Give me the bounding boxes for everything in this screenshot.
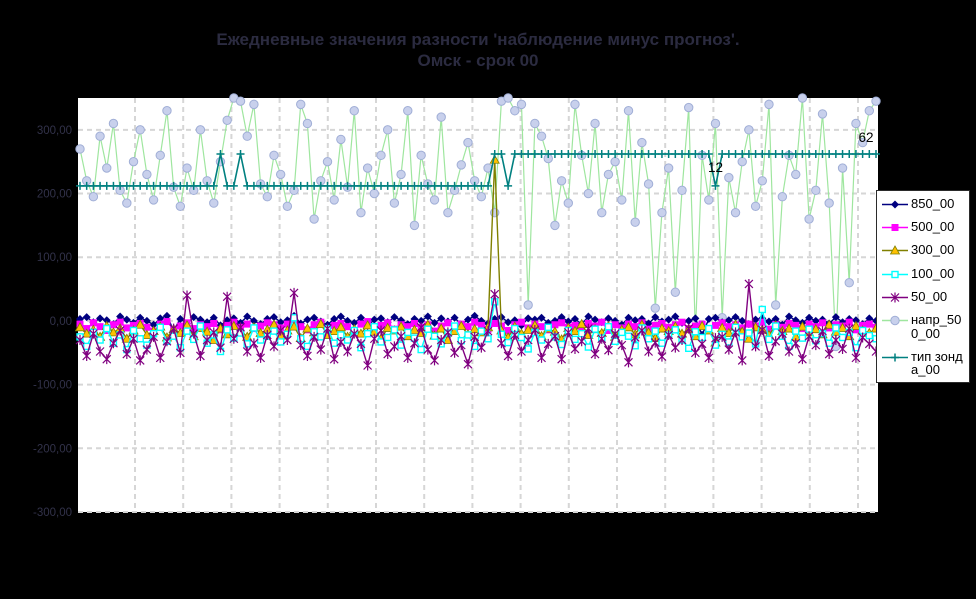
legend-item-label: 850_00	[911, 196, 955, 211]
legend-item-label: 500_00	[911, 219, 955, 235]
y-axis-label: -100,00	[33, 380, 72, 392]
series-напр_500_00	[75, 93, 881, 352]
legend-marker-icon	[882, 292, 908, 303]
y-axis-label: 100,00	[37, 252, 72, 264]
y-axis-label: 0,00	[50, 316, 72, 328]
legend-item[interactable]: тип зонда_00	[882, 348, 967, 378]
y-axis-label: 200,00	[37, 189, 72, 201]
annotation-12: 12	[708, 160, 723, 175]
legend-item-label: напр_500_00	[911, 312, 962, 341]
chart-title-line1: Ежедневные значения разности 'наблюдение…	[216, 30, 740, 49]
chart-title: Ежедневные значения разности 'наблюдение…	[78, 30, 878, 71]
chart-title-line2: Омск - срок 00	[417, 50, 539, 70]
series-тип зонда_00	[76, 150, 880, 190]
legend: 850_00 500_00 300_00 100_00 50_00 напр_500_00…	[876, 190, 970, 383]
legend-item[interactable]: 850_00	[882, 197, 967, 211]
legend-item-label: 50_00	[911, 288, 948, 304]
plot-area	[78, 98, 878, 512]
annotation-62: 62	[858, 130, 873, 145]
legend-item[interactable]: 500_00	[882, 220, 967, 234]
legend-item[interactable]: 300_00	[882, 243, 967, 257]
legend-marker-icon	[882, 315, 908, 326]
legend-item-label: 300_00	[911, 242, 955, 258]
legend-marker-icon	[882, 270, 908, 278]
y-axis-label: 300,00	[37, 125, 72, 137]
legend-marker-icon	[882, 200, 908, 209]
legend-item-label: тип зонда_00	[911, 348, 963, 378]
legend-marker-icon	[882, 245, 908, 255]
y-axis-label: -300,00	[33, 507, 72, 519]
legend-marker-icon	[882, 353, 908, 362]
legend-item[interactable]: 50_00	[882, 290, 967, 304]
legend-marker-icon	[882, 224, 908, 232]
legend-item[interactable]: 100_00	[882, 267, 967, 281]
legend-item[interactable]: напр_500_00	[882, 313, 967, 340]
y-axis-label: -200,00	[33, 443, 72, 455]
series-50_00	[75, 278, 881, 371]
legend-item-label: 100_00	[911, 265, 955, 281]
